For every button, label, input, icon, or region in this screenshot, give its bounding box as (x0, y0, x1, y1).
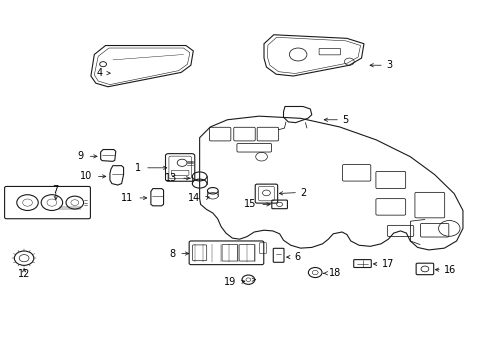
Text: 8: 8 (169, 248, 175, 258)
Text: 12: 12 (18, 269, 30, 279)
Text: 10: 10 (80, 171, 92, 181)
Text: 4: 4 (96, 68, 102, 78)
Text: 2: 2 (300, 188, 306, 198)
Text: 1: 1 (135, 163, 141, 173)
Text: 15: 15 (244, 199, 256, 210)
Text: 16: 16 (444, 265, 456, 275)
Text: 19: 19 (223, 277, 235, 287)
Text: 3: 3 (386, 60, 392, 70)
Text: 6: 6 (294, 252, 300, 262)
Text: 11: 11 (121, 193, 133, 203)
Text: 5: 5 (342, 115, 348, 125)
Text: 9: 9 (77, 151, 83, 161)
Text: 17: 17 (381, 259, 393, 269)
Text: 7: 7 (53, 185, 59, 195)
Text: 14: 14 (188, 193, 200, 203)
Text: 13: 13 (164, 173, 177, 183)
Text: 18: 18 (328, 268, 341, 278)
